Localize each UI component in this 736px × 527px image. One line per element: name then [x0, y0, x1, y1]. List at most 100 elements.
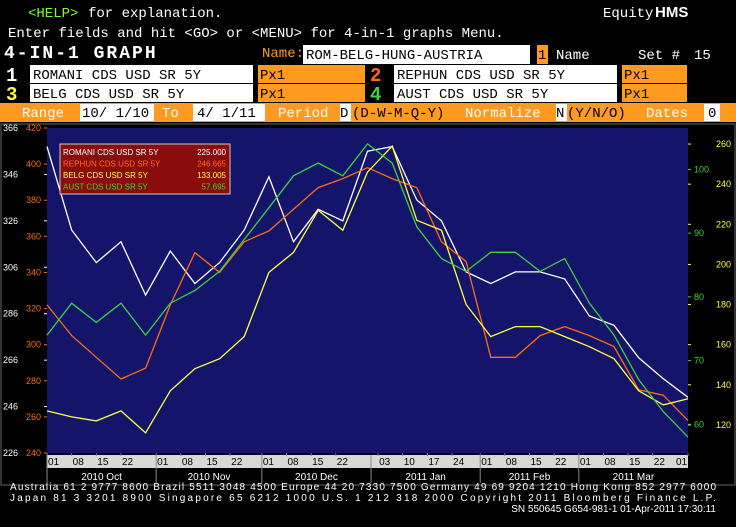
legend-value: 246.665 — [197, 160, 226, 169]
x-tick-label: 08 — [73, 457, 85, 468]
y-tick-label: 240 — [26, 448, 41, 458]
ticker-field[interactable] — [30, 84, 253, 102]
y-tick-label: 266 — [3, 355, 18, 365]
month-label: 2010 Dec — [295, 472, 338, 483]
x-tick-label: 08 — [287, 457, 299, 468]
name-label: Name: — [262, 46, 304, 62]
y-tick-label: 286 — [3, 309, 18, 319]
field-box[interactable] — [622, 84, 687, 102]
name-index-box[interactable] — [537, 45, 548, 64]
x-tick-label: 08 — [182, 457, 194, 468]
period-label: Period — [278, 106, 328, 122]
x-tick-label: 01 — [481, 457, 493, 468]
y-tick-label: 220 — [716, 219, 731, 229]
dates-field[interactable] — [704, 104, 720, 121]
x-tick-label: 01 — [263, 457, 275, 468]
x-tick-label: 15 — [531, 457, 543, 468]
footer-line: SN 550645 G654-981-1 01-Apr-2011 17:30:1… — [511, 504, 716, 515]
legend-value: 225.000 — [197, 148, 226, 157]
period-options: (D-W-M-Q-Y) — [352, 106, 444, 122]
security-number: 2 — [370, 65, 381, 87]
name-value[interactable]: ROM-BELG-HUNG-AUSTRIA — [306, 48, 483, 64]
x-tick-label: 17 — [428, 457, 440, 468]
range-bar — [0, 103, 736, 122]
month-label: 2011 Jan — [405, 472, 445, 483]
ticker[interactable]: AUST CDS USD SR 5Y — [397, 87, 549, 103]
security-number: 3 — [6, 84, 17, 106]
ticker[interactable]: BELG CDS USD SR 5Y — [33, 87, 185, 103]
set-label: Set # — [638, 48, 680, 64]
period-value[interactable]: D — [340, 106, 348, 122]
set-value: 15 — [694, 48, 711, 64]
ticker-field[interactable] — [394, 65, 617, 83]
end-value[interactable]: 4/ 1/11 — [197, 106, 256, 122]
field-box[interactable] — [258, 65, 365, 83]
y-tick-label: 240 — [716, 179, 731, 189]
x-tick-label: 01 — [48, 457, 60, 468]
screen-title: 4-IN-1 GRAPH — [4, 44, 158, 64]
field-box[interactable] — [258, 84, 365, 102]
normalize-value[interactable]: N — [556, 106, 564, 122]
instructions: Enter fields and hit <GO> or <MENU> for … — [8, 26, 504, 42]
legend-entry: BELG CDS USD SR 5Y — [63, 171, 149, 180]
x-axis-strip — [47, 455, 688, 468]
ticker[interactable]: ROMANI CDS USD SR 5Y — [33, 68, 202, 84]
end-field[interactable] — [193, 104, 265, 121]
series-line — [46, 142, 689, 438]
y-tick-label: 226 — [3, 448, 18, 458]
field[interactable]: Px1 — [260, 87, 285, 103]
name-suffix: Name — [556, 48, 590, 64]
x-tick-label: 15 — [97, 457, 109, 468]
x-tick-label: 15 — [629, 457, 641, 468]
x-tick-label: 22 — [555, 457, 567, 468]
series-line — [46, 144, 689, 434]
range-label: Range — [22, 106, 64, 122]
y-tick-label: 70 — [694, 356, 704, 366]
field-box[interactable] — [622, 65, 687, 83]
normalize-options: (Y/N/O) — [567, 106, 626, 122]
y-tick-label: 300 — [26, 340, 41, 350]
x-tick-label: 08 — [506, 457, 518, 468]
x-tick-label: 03 — [379, 457, 391, 468]
ticker-field[interactable] — [394, 84, 617, 102]
legend-value: 133.005 — [197, 171, 226, 180]
normalize-field[interactable] — [556, 104, 567, 121]
period-field[interactable] — [340, 104, 351, 121]
y-tick-label: 180 — [716, 300, 731, 310]
start-field[interactable] — [80, 104, 154, 121]
month-label: 2011 Feb — [509, 472, 551, 483]
y-tick-label: 200 — [716, 259, 731, 269]
y-tick-label: 360 — [26, 231, 41, 241]
y-tick-label: 306 — [3, 262, 18, 272]
name-index[interactable]: 1 — [538, 48, 546, 64]
x-tick-label: 24 — [453, 457, 465, 468]
x-tick-label: 22 — [231, 457, 243, 468]
y-tick-label: 60 — [694, 419, 704, 429]
y-tick-label: 346 — [3, 169, 18, 179]
y-tick-label: 280 — [26, 376, 41, 386]
month-label: 2010 Oct — [81, 472, 122, 483]
series-line — [46, 166, 689, 421]
y-tick-label: 380 — [26, 195, 41, 205]
series-line — [46, 145, 689, 398]
help-key[interactable]: <HELP> — [28, 6, 78, 22]
y-tick-label: 326 — [3, 216, 18, 226]
name-field[interactable] — [303, 45, 530, 64]
field[interactable]: Px1 — [624, 87, 649, 103]
x-tick-label: 22 — [654, 457, 666, 468]
legend-value: 57.695 — [202, 183, 227, 192]
field[interactable]: Px1 — [624, 68, 649, 84]
start-value[interactable]: 10/ 1/10 — [82, 106, 149, 122]
field[interactable]: Px1 — [260, 68, 285, 84]
brand-bold: HMS — [655, 4, 688, 21]
ticker-field[interactable] — [30, 65, 253, 83]
security-number: 4 — [370, 84, 381, 106]
x-tick-label: 15 — [206, 457, 218, 468]
brand: Equity — [603, 6, 653, 22]
ticker[interactable]: REPHUN CDS USD SR 5Y — [397, 68, 566, 84]
footer-line: Japan 81 3 3201 8900 Singapore 65 6212 1… — [10, 493, 716, 504]
x-tick-label: 22 — [122, 457, 134, 468]
y-tick-label: 120 — [716, 420, 731, 430]
dates-value[interactable]: 0 — [708, 106, 716, 122]
